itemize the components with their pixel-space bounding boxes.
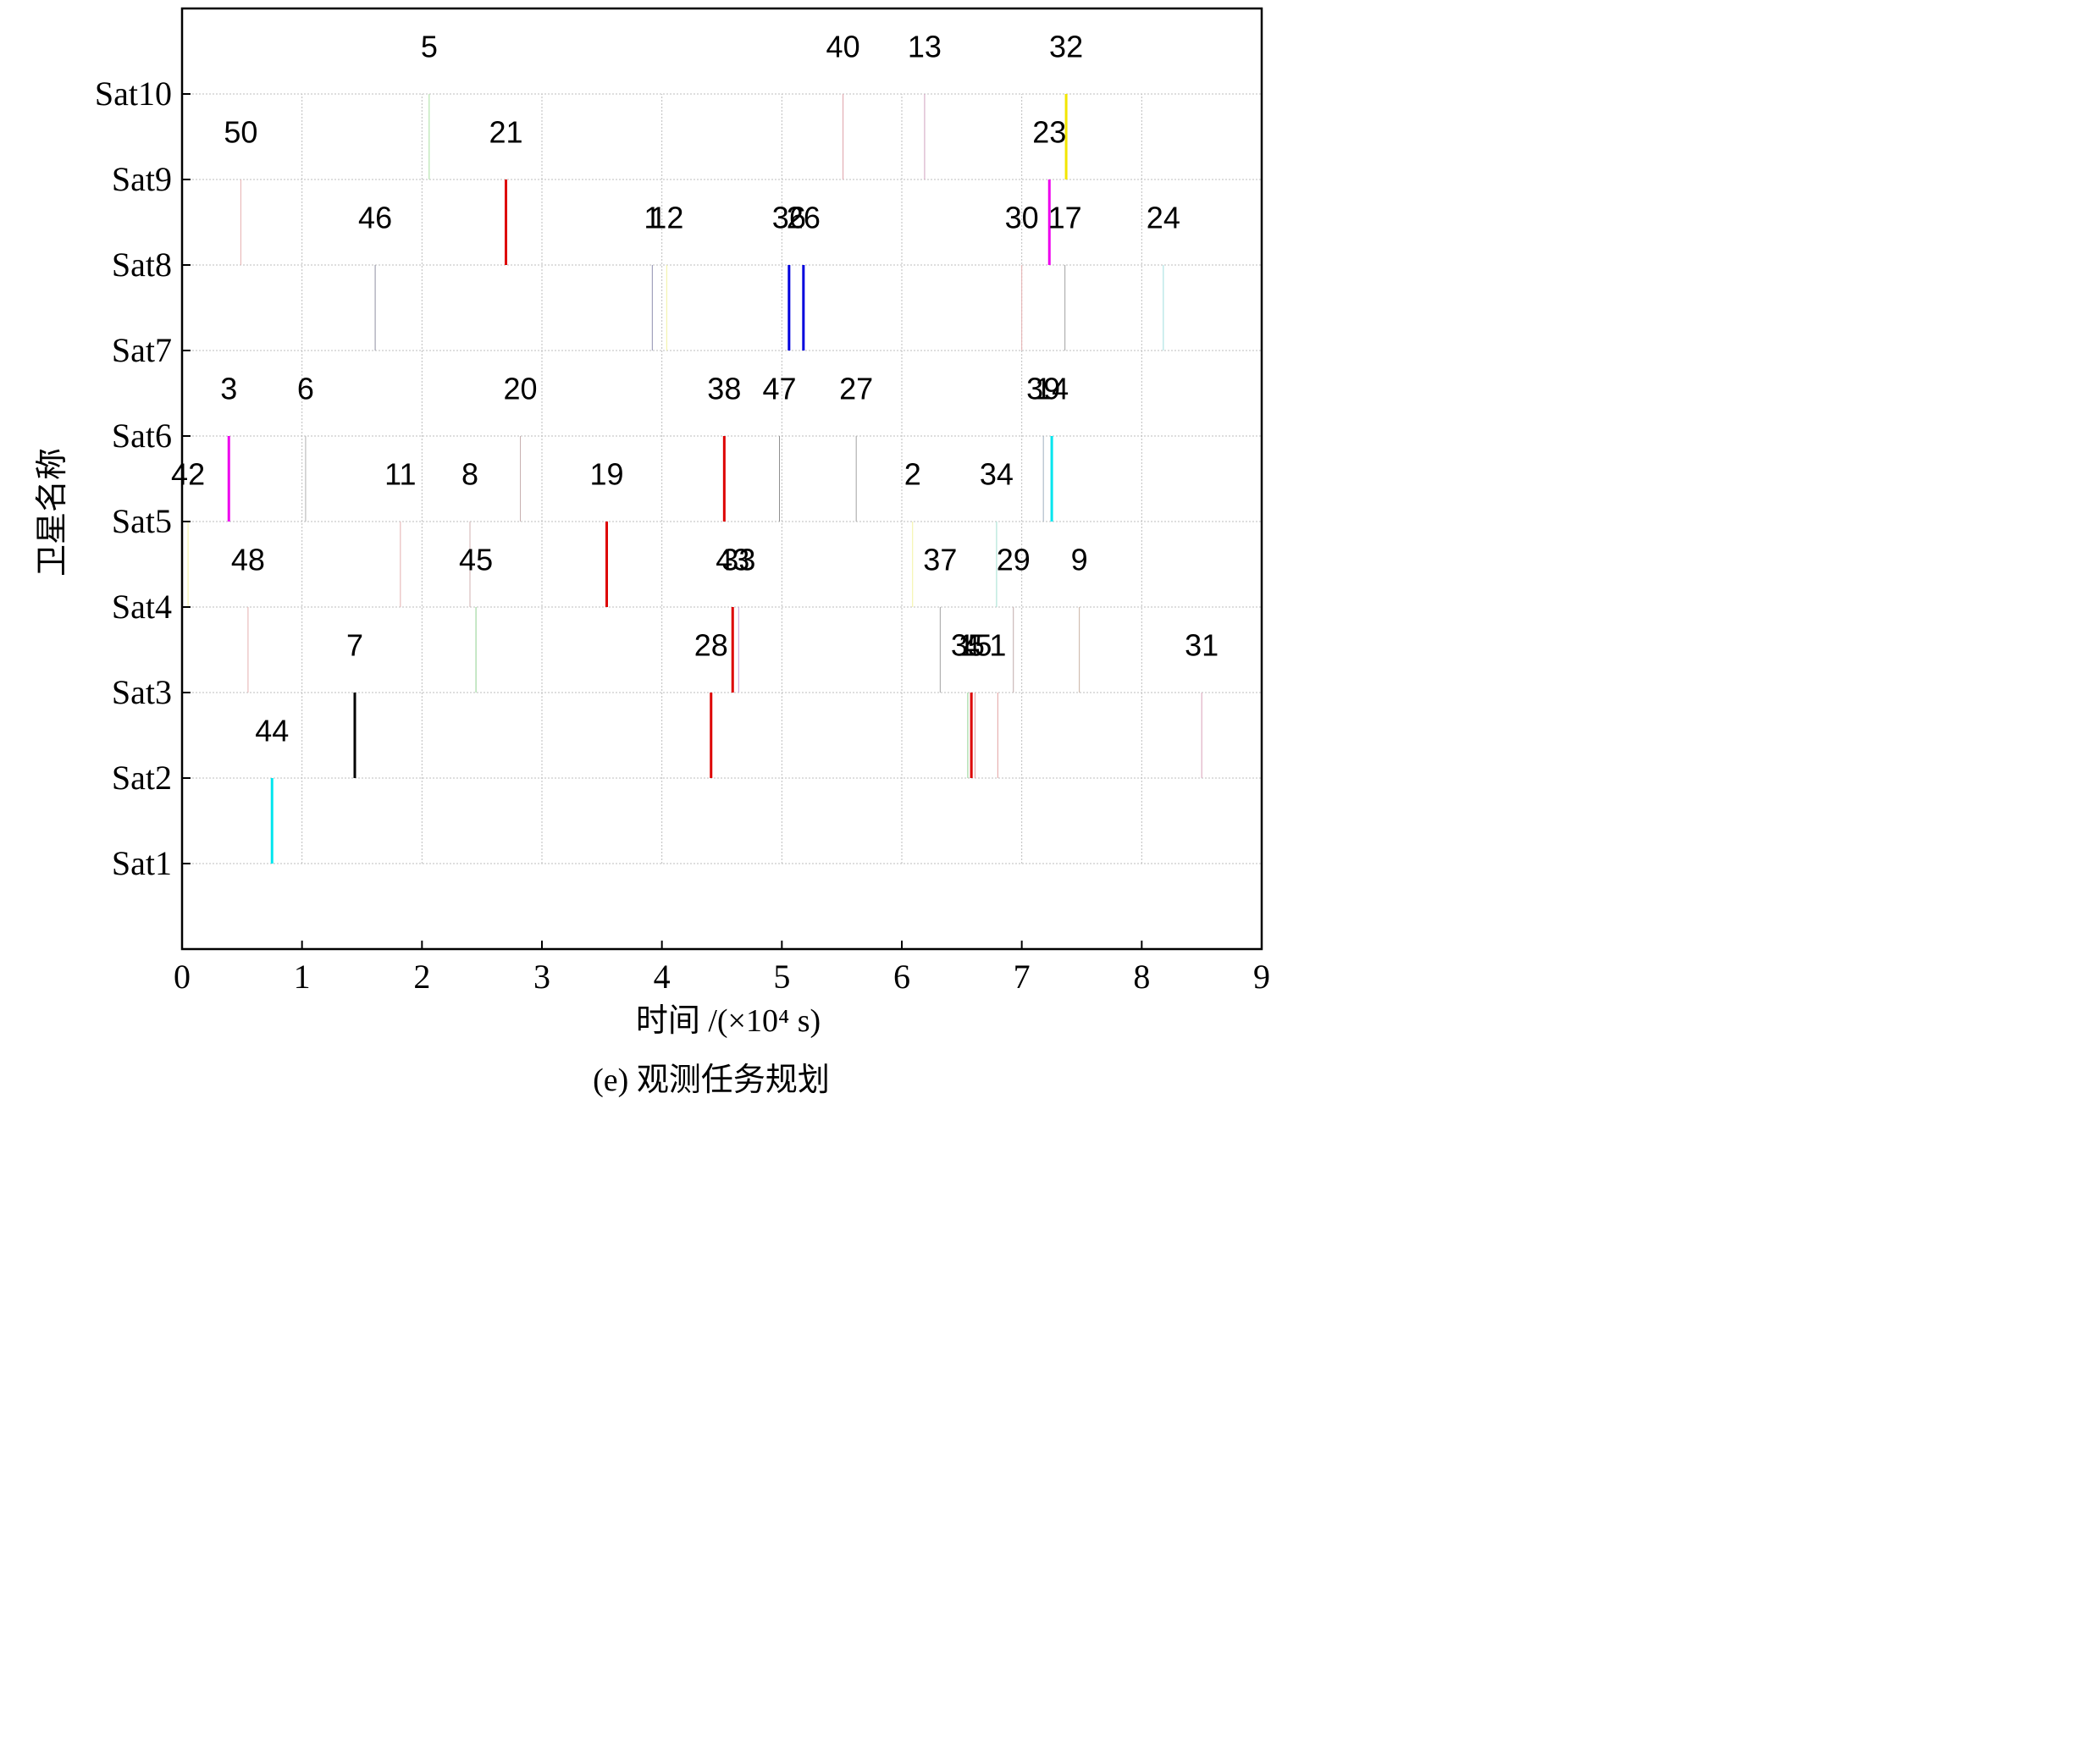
task-label: 46: [358, 200, 392, 235]
task-label: 11: [384, 456, 416, 491]
task-label: 35: [951, 627, 985, 662]
task-label: 50: [224, 114, 257, 149]
task-label: 7: [346, 627, 363, 662]
task-label: 29: [997, 542, 1031, 577]
x-tick-label: 8: [1133, 958, 1150, 996]
task-label: 37: [923, 542, 957, 577]
task-label: 5: [421, 29, 438, 63]
x-axis-ticks: 0 1 2 3 4 5 6 7 8 9: [174, 941, 1270, 996]
task-label: 39: [1026, 371, 1060, 406]
task-label: 8: [461, 456, 478, 491]
x-tick-label: 4: [654, 958, 671, 996]
figure-caption: (e) 观测任务规划: [593, 1063, 830, 1098]
task-label: 1: [644, 200, 660, 235]
task-label: 20: [503, 371, 537, 406]
task-label: 12: [649, 200, 683, 235]
task-label: 42: [171, 456, 205, 491]
y-tick-label: Sat1: [112, 844, 172, 882]
task-label: 9: [1071, 542, 1088, 577]
grid-lines: [182, 93, 1262, 864]
task-label: 15: [958, 627, 992, 662]
task-label: 43: [716, 542, 749, 577]
y-tick-label: Sat7: [112, 331, 172, 369]
task-label: 23: [1032, 114, 1066, 149]
x-tick-label: 9: [1253, 958, 1270, 996]
task-label: 26: [787, 200, 821, 235]
y-tick-label: Sat4: [112, 588, 172, 626]
task-label: 44: [255, 713, 289, 748]
task-label: 28: [694, 627, 728, 662]
x-tick-label: 0: [174, 958, 191, 996]
y-tick-label: Sat2: [112, 759, 172, 797]
task-label: 38: [707, 371, 741, 406]
y-tick-label: Sat8: [112, 246, 172, 284]
x-tick-label: 3: [533, 958, 550, 996]
plot-frame: [180, 7, 1263, 951]
task-label: 1: [989, 627, 1006, 662]
task-label: 31: [1185, 627, 1219, 662]
task-label: 4: [963, 627, 980, 662]
task-label: 21: [489, 114, 522, 149]
task-label: 3: [220, 371, 237, 406]
x-tick-label: 7: [1014, 958, 1031, 996]
x-tick-label: 5: [773, 958, 790, 996]
task-label: 6: [297, 371, 314, 406]
task-label: 47: [762, 371, 796, 406]
task-label: 33: [721, 542, 755, 577]
y-tick-label: Sat9: [112, 160, 172, 198]
y-tick-label: Sat10: [95, 75, 172, 113]
y-tick-label: Sat3: [112, 673, 172, 711]
task-label: 27: [839, 371, 873, 406]
task-label: 19: [589, 456, 623, 491]
task-label: 24: [1147, 200, 1180, 235]
y-axis-title: 卫星名称: [35, 448, 70, 577]
task-markers: [187, 94, 1202, 864]
task-label: 40: [826, 29, 860, 63]
y-axis-ticks: Sat1 Sat2 Sat3 Sat4 Sat5 Sat6 Sat7 Sat8 Sat9 Sat1…: [95, 75, 191, 882]
task-label: 2: [904, 456, 921, 491]
x-axis-title: 时间 /(×10⁴ s): [636, 1003, 821, 1039]
x-tick-label: 6: [893, 958, 910, 996]
task-label: 45: [459, 542, 493, 577]
y-tick-label: Sat6: [112, 417, 172, 455]
task-label: 36: [772, 200, 806, 235]
x-tick-label: 1: [294, 958, 311, 996]
task-label: 34: [980, 456, 1014, 491]
task-label: 48: [231, 542, 265, 577]
x-tick-label: 2: [413, 958, 430, 996]
task-label: 32: [1049, 29, 1083, 63]
task-label: 30: [1005, 200, 1039, 235]
y-tick-label: Sat5: [112, 502, 172, 540]
task-label: 14: [1035, 371, 1069, 406]
task-label: 13: [908, 29, 942, 63]
task-label: 17: [1048, 200, 1082, 235]
